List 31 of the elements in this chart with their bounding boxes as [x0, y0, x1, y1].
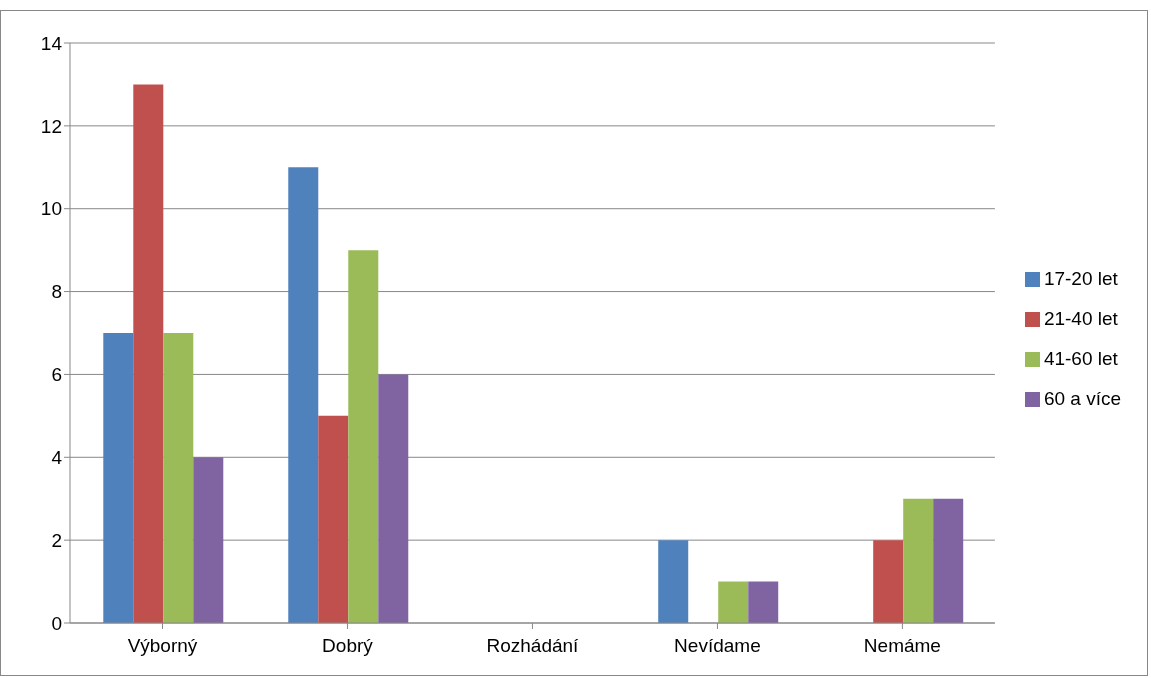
bar [718, 581, 749, 623]
x-tick-label: Rozhádání [486, 635, 580, 657]
legend-label: 17-20 let [1043, 268, 1118, 289]
bar [103, 333, 134, 623]
bar [133, 84, 164, 623]
bar [163, 333, 194, 623]
legend-label: 41-60 let [1043, 348, 1118, 369]
legend-label: 21-40 let [1043, 308, 1118, 329]
bar [318, 415, 349, 623]
x-tick-label: Nevídame [674, 635, 761, 657]
y-tick-label: 8 [51, 281, 62, 303]
bar [748, 581, 779, 623]
bar [933, 498, 964, 623]
bar [288, 167, 319, 623]
bar [903, 498, 934, 623]
y-tick-label: 2 [51, 529, 62, 551]
bar [658, 540, 689, 623]
legend-label: 60 a více [1043, 388, 1121, 409]
bar [193, 457, 224, 623]
bar [348, 250, 379, 623]
y-tick-label: 14 [40, 32, 63, 54]
x-tick-label: Dobrý [322, 635, 374, 657]
bar [378, 374, 409, 623]
y-tick-label: 4 [51, 447, 63, 469]
x-tick-label: Nemáme [863, 635, 941, 657]
y-tick-label: 10 [40, 198, 62, 220]
y-tick-label: 0 [51, 612, 62, 634]
y-tick-label: 6 [51, 364, 62, 386]
x-tick-label: Výborný [127, 635, 198, 657]
bar [873, 540, 904, 623]
y-tick-label: 12 [40, 115, 62, 137]
